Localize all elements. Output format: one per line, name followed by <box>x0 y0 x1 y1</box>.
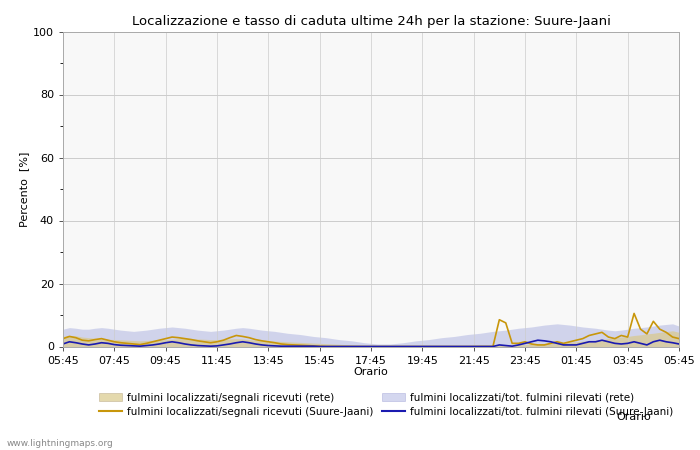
Text: www.lightningmaps.org: www.lightningmaps.org <box>7 439 113 448</box>
Legend: fulmini localizzati/segnali ricevuti (rete), fulmini localizzati/segnali ricevut: fulmini localizzati/segnali ricevuti (re… <box>99 393 673 417</box>
Text: Orario: Orario <box>616 412 651 422</box>
Y-axis label: Percento  [%]: Percento [%] <box>19 151 29 227</box>
Title: Localizzazione e tasso di caduta ultime 24h per la stazione: Suure-Jaani: Localizzazione e tasso di caduta ultime … <box>132 14 610 27</box>
X-axis label: Orario: Orario <box>354 367 388 377</box>
